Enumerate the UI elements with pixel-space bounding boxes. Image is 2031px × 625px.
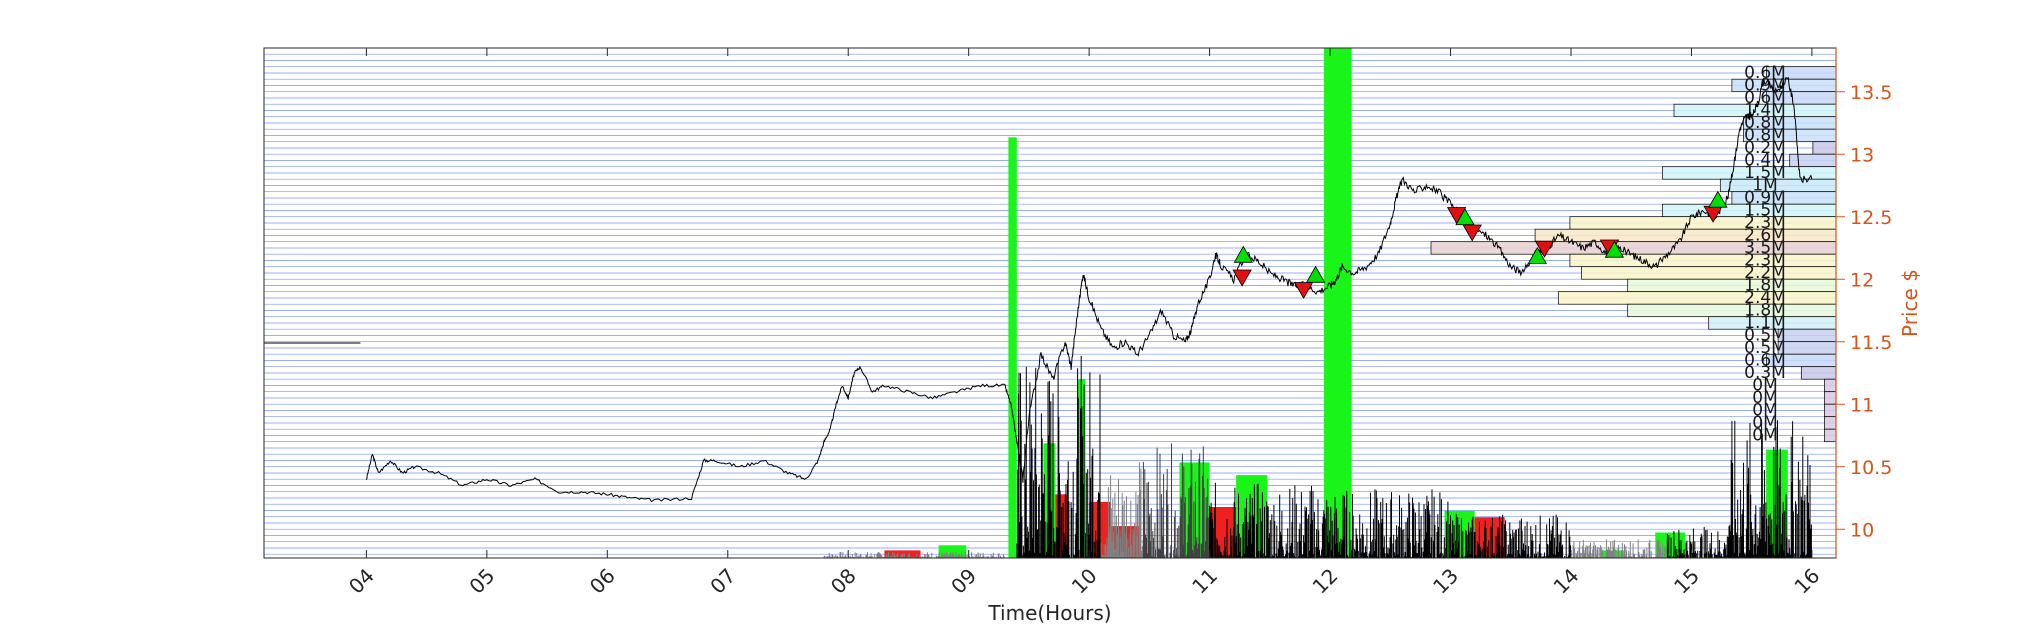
- profile-label: 2.4M: [1744, 288, 1786, 308]
- profile-label: 0M: [1752, 426, 1777, 446]
- profile-label: 0.5M: [1744, 338, 1786, 358]
- x-tick-label: 10: [1067, 564, 1102, 599]
- x-tick-label: 06: [585, 564, 620, 599]
- x-tick-label: 11: [1187, 564, 1222, 599]
- profile-label: 0.9M: [1744, 188, 1786, 208]
- x-tick-label: 15: [1669, 564, 1704, 599]
- y-axis-ticks: 10 10.5 11 11.5 12 12.5 13 13.5: [1835, 48, 1892, 558]
- profile-label: 0M: [1752, 401, 1777, 421]
- price-line: [264, 76, 1813, 503]
- profile-label: 0.8M: [1744, 126, 1786, 146]
- profile-bar: [1627, 278, 1837, 293]
- profile-label: 0M: [1752, 413, 1777, 433]
- sell-signal-marker: [1534, 240, 1555, 258]
- buy-signal-marker: [1604, 240, 1625, 258]
- y-tick-label: 12: [1850, 269, 1874, 291]
- profile-label: 0M: [1752, 388, 1777, 408]
- profile-bar: [1557, 291, 1837, 305]
- profile-label: 0.6M: [1744, 351, 1786, 371]
- profile-label: 0.4M: [1744, 151, 1786, 171]
- x-tick-label: 13: [1428, 564, 1463, 599]
- price-path: [264, 76, 1813, 503]
- x-tick-label: 08: [826, 564, 861, 599]
- y-tick-label: 11: [1850, 394, 1874, 416]
- profile-label: 1.8M: [1744, 301, 1786, 321]
- y-tick-label: 10: [1850, 519, 1874, 541]
- profile-bar: [1627, 303, 1837, 318]
- profile-label: 2.3M: [1744, 213, 1786, 233]
- profile-label: 3.5M: [1744, 238, 1786, 258]
- volume-bars: [823, 48, 1812, 559]
- profile-bar: [1534, 228, 1837, 243]
- y-tick-label: 12.5: [1850, 207, 1892, 229]
- x-tick-label: 04: [344, 564, 379, 599]
- x-tick-label: 07: [705, 564, 740, 599]
- buy-signal-marker: [1305, 265, 1326, 283]
- buy-signal-marker: [1527, 246, 1547, 264]
- profile-label: 0M: [1752, 376, 1777, 396]
- y-tick-label: 13.5: [1850, 82, 1892, 104]
- x-tick-label: 14: [1549, 564, 1584, 599]
- sell-signal-marker: [1293, 282, 1314, 300]
- profile-label: 0.8M: [1744, 113, 1786, 133]
- sell-signal-marker: [1232, 269, 1252, 287]
- profile-label: 1.1M: [1744, 313, 1786, 333]
- profile-label: 2.3M: [1744, 251, 1786, 271]
- profile-label: 0.2M: [1744, 138, 1786, 158]
- profile-label: 1.8M: [1744, 276, 1786, 296]
- profile-label: 0.5M: [1744, 326, 1786, 346]
- profile-bar: [1789, 153, 1837, 168]
- profile-bar: [1824, 403, 1837, 418]
- y-tick-label: 11.5: [1850, 332, 1892, 354]
- profile-bar: [1824, 378, 1837, 393]
- profile-label: 1.4M: [1744, 101, 1786, 121]
- buy-signal-marker: [1708, 190, 1728, 208]
- profile-label: 2.6M: [1744, 226, 1786, 246]
- x-tick-label: 16: [1789, 564, 1824, 599]
- profile-label: 1.5M: [1744, 163, 1786, 183]
- profile-label: 1M: [1752, 176, 1777, 196]
- volume-bar: [1008, 137, 1017, 559]
- profile-bar: [1777, 341, 1837, 355]
- x-tick-label: 12: [1308, 564, 1343, 599]
- profile-bar: [1812, 141, 1837, 155]
- profile-bar: [1824, 416, 1837, 430]
- trade-signals: [1232, 190, 1728, 300]
- profile-bar: [1581, 266, 1837, 280]
- profile-label: 0.3M: [1744, 363, 1786, 383]
- x-tick-label: 05: [464, 564, 499, 599]
- profile-bar: [1777, 328, 1837, 343]
- profile-label: 0.6M: [1744, 88, 1786, 108]
- x-tick-label: 09: [946, 564, 981, 599]
- profile-label: 0.6M: [1744, 63, 1786, 83]
- y-tick-label: 13: [1850, 144, 1874, 166]
- profile-label: 2.2M: [1744, 263, 1786, 283]
- buy-signal-marker: [1233, 245, 1253, 263]
- x-axis-title: Time(Hours): [987, 601, 1111, 625]
- y-tick-label: 10.5: [1850, 457, 1892, 479]
- profile-bar: [1569, 216, 1837, 230]
- sell-signal-marker: [1462, 224, 1482, 242]
- profile-label: 1.5M: [1744, 201, 1786, 221]
- volume-bar: [1324, 48, 1352, 558]
- profile-bar: [1800, 366, 1837, 380]
- profile-bar: [1824, 428, 1837, 443]
- y-axis-title: Price $: [1898, 269, 1922, 337]
- volume-profile: 0.6M0.9M0.6M1.4M0.8M0.8M0.2M0.4M1.5M1M0.…: [1430, 63, 1837, 446]
- profile-bar: [1824, 391, 1837, 405]
